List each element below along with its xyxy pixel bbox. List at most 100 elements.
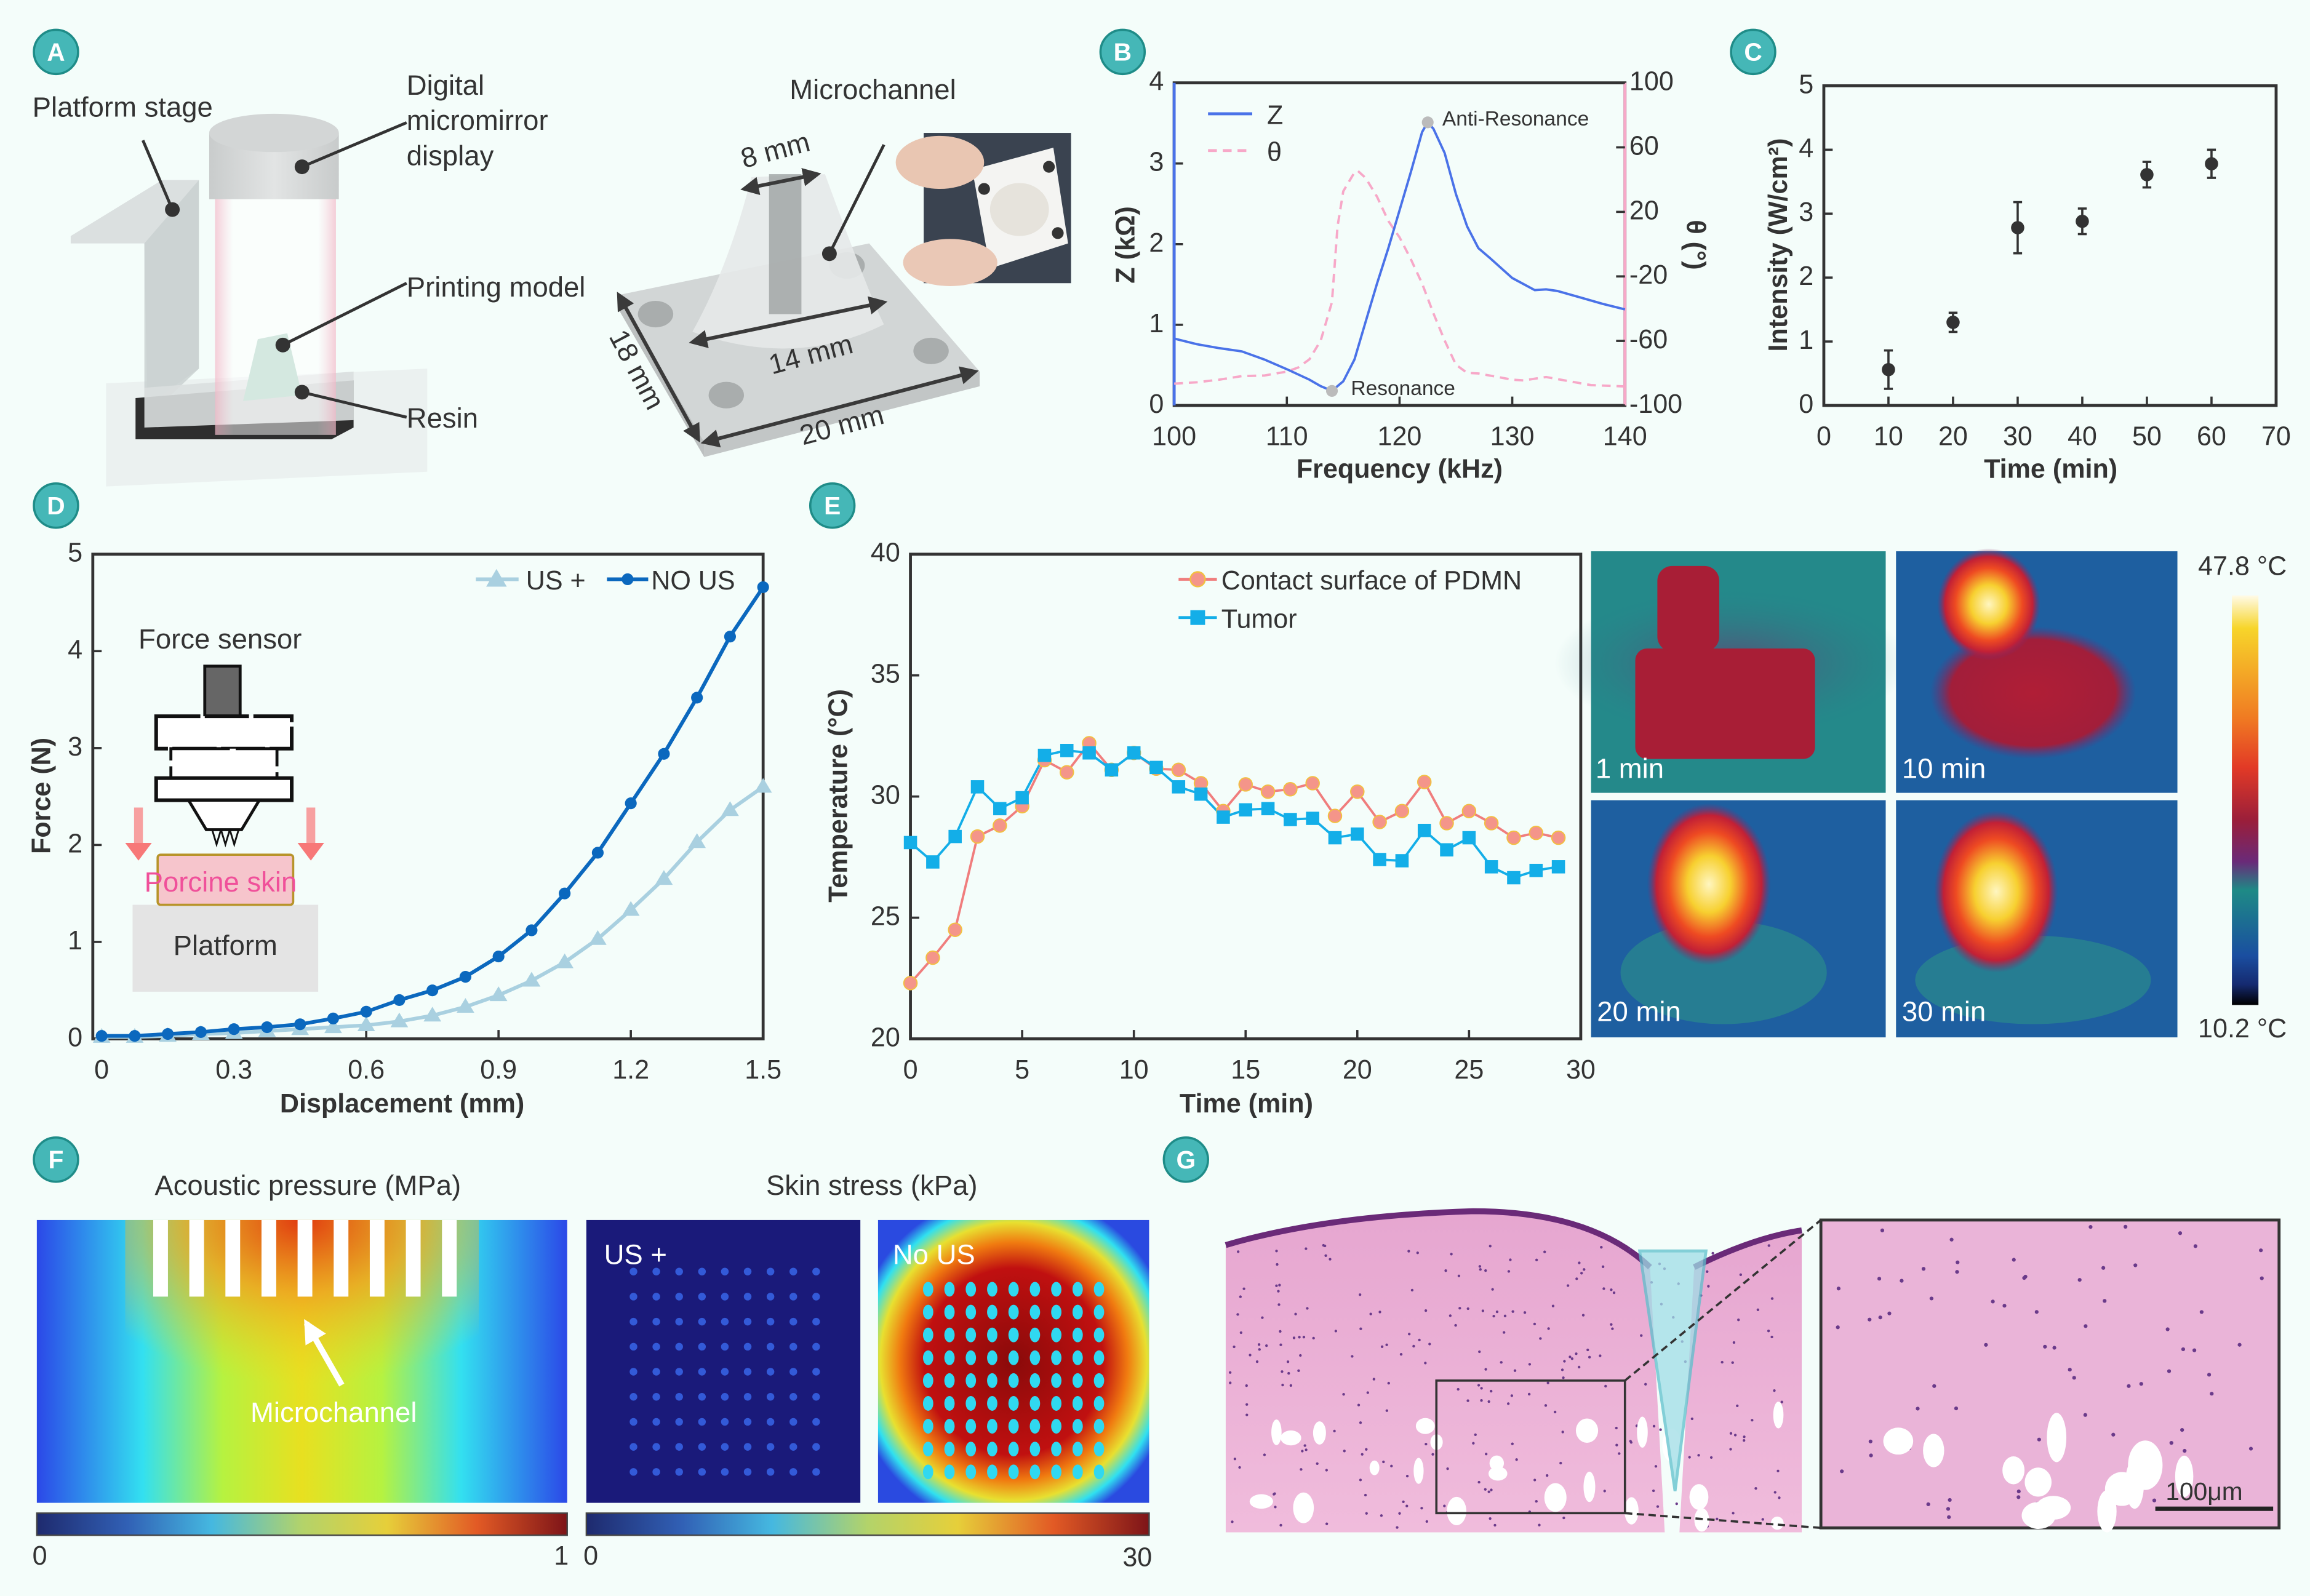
y-tick-label: 0 (68, 1023, 82, 1052)
nucleus (1487, 1490, 1490, 1493)
tumor-marker (1440, 843, 1453, 857)
nucleus (1561, 1430, 1564, 1434)
tumor-marker (1261, 802, 1275, 816)
nucleus (1301, 1450, 1304, 1453)
nucleus (1450, 1253, 1453, 1256)
nucleus (1533, 1322, 1537, 1326)
chart-e-xlabel: Time (min) (1180, 1089, 1313, 1119)
no-us-marker (625, 797, 637, 810)
nucleus (1528, 1363, 1532, 1366)
tumor-marker (1015, 791, 1029, 805)
x-tick-label: 0.6 (348, 1055, 385, 1085)
nucleus (1836, 1287, 1841, 1291)
nucleus (1457, 1387, 1460, 1391)
contact-marker (1417, 775, 1432, 789)
stress-dot (1093, 1442, 1105, 1457)
svg-text:10 min: 10 min (1902, 753, 1986, 784)
x-tick-label: 1.2 (612, 1055, 649, 1085)
nucleus (1721, 1360, 1724, 1364)
stress-dot (1008, 1350, 1019, 1365)
acoustic-colorbar (36, 1512, 568, 1536)
adipocyte (1281, 1430, 1301, 1446)
nucleus (1610, 1288, 1613, 1291)
nucleus (2043, 1344, 2047, 1349)
nucleus (1380, 1345, 1384, 1348)
nucleus (1343, 1450, 1346, 1453)
us-plus-marker (423, 1007, 442, 1022)
nucleus (1458, 1307, 1461, 1310)
nucleus (1675, 1502, 1678, 1506)
contact-marker (1305, 776, 1320, 791)
annotation-point (1325, 385, 1338, 397)
nucleus (1399, 1353, 1403, 1356)
nucleus (1581, 1314, 1585, 1317)
nucleus (1509, 1258, 1512, 1261)
nucleus (1561, 1368, 1564, 1371)
stress-dot (629, 1468, 637, 1476)
stress-dot (652, 1468, 660, 1476)
nucleus (1238, 1466, 1241, 1469)
label-us-plus: US + (604, 1239, 667, 1271)
no-us-marker (129, 1030, 141, 1042)
microneedle-device (617, 168, 980, 457)
stress-dot (652, 1317, 660, 1326)
scale-bar-label: 100μm (2165, 1477, 2242, 1506)
nucleus (1484, 1488, 1487, 1491)
nucleus (1446, 1467, 1449, 1470)
nucleus (2181, 1347, 2186, 1352)
svg-text:θ: θ (1267, 138, 1282, 167)
contact-marker (1394, 804, 1410, 818)
dmd-leader (294, 121, 407, 175)
nucleus (2016, 1489, 2021, 1494)
stress-dot (1051, 1396, 1061, 1411)
x-tick-label: 1.5 (745, 1055, 781, 1085)
tumor-marker (1172, 780, 1186, 794)
microchannel-leader (821, 144, 885, 261)
x-tick-label: 20 (1938, 422, 1968, 452)
tumor-marker (1484, 860, 1498, 874)
nucleus (1743, 1435, 1746, 1438)
nucleus (1276, 1263, 1279, 1266)
nucleus (1279, 1343, 1282, 1346)
nucleus (1706, 1270, 1709, 1273)
nucleus (1868, 1317, 1872, 1322)
y-tick-label: 1 (68, 926, 82, 956)
contact-marker (903, 976, 918, 991)
stress-dot (1072, 1282, 1083, 1297)
stress-dot (1008, 1373, 1019, 1388)
nucleus (2139, 1382, 2143, 1386)
nucleus (1418, 1338, 1421, 1342)
stress-dot (789, 1293, 797, 1301)
stress-dot (965, 1464, 977, 1480)
nucleus (1489, 1245, 1492, 1248)
stress-dot (743, 1392, 752, 1401)
nucleus (1324, 1244, 1327, 1248)
nucleus (1946, 1507, 1951, 1511)
nucleus (1365, 1512, 1368, 1515)
stress-dot (1093, 1419, 1105, 1434)
nucleus (1926, 1502, 1930, 1507)
nucleus (2193, 1244, 2197, 1248)
nucleus (2111, 1432, 2116, 1437)
nucleus (1396, 1526, 1399, 1529)
stress-dot (789, 1267, 797, 1275)
adipocyte (1415, 1418, 1435, 1434)
nucleus (1533, 1478, 1537, 1482)
us-plus-marker (357, 1016, 375, 1031)
microchannel-bar (225, 1219, 241, 1297)
nucleus (1503, 1331, 1506, 1334)
nucleus (1878, 1315, 1882, 1320)
stress-dot (922, 1327, 933, 1343)
stress-dot (987, 1442, 997, 1457)
svg-text:A: A (47, 38, 65, 66)
nucleus (1398, 1512, 1401, 1515)
nucleus (1357, 1403, 1361, 1406)
nucleus (2210, 1392, 2214, 1396)
nucleus (1739, 1273, 1743, 1276)
tumor-marker (1105, 763, 1119, 777)
nucleus (1457, 1274, 1461, 1277)
svg-text:Z: Z (1267, 101, 1283, 130)
stress-dot (1093, 1282, 1105, 1297)
nucleus (1387, 1381, 1390, 1385)
nucleus (1305, 1448, 1308, 1451)
